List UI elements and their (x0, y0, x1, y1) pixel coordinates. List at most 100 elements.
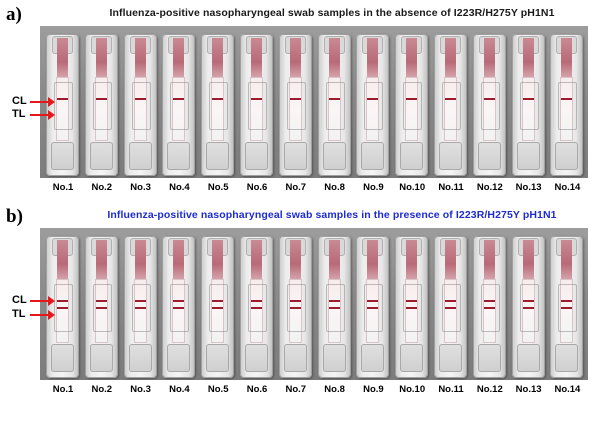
result-window (131, 284, 151, 332)
test-cassette (550, 236, 584, 378)
sample-label: No.7 (285, 182, 307, 193)
result-window (442, 82, 461, 130)
control-line-arrow-icon (30, 296, 55, 306)
sample-label: No.13 (515, 384, 542, 395)
buffer-well (283, 142, 307, 170)
test-cassette (201, 236, 235, 378)
membrane-strip (483, 280, 495, 342)
membrane-strip (367, 78, 379, 140)
panel-title: Influenza-positive nasopharyngeal swab s… (107, 209, 557, 221)
control-line (406, 98, 418, 100)
membrane-strip (134, 78, 146, 140)
control-line (289, 300, 301, 302)
conjugate-pad (57, 38, 68, 78)
test-line (173, 307, 185, 309)
result-window (519, 284, 539, 332)
panel-a: a) Influenza-positive nasopharyngeal swa… (0, 0, 600, 200)
result-window (325, 82, 345, 130)
test-line (561, 307, 573, 309)
test-cassette (201, 34, 235, 176)
test-cassette (123, 236, 157, 378)
buffer-well (400, 142, 424, 170)
result-window (325, 284, 345, 332)
control-line (95, 300, 107, 302)
control-line-arrow-icon (30, 97, 55, 107)
conjugate-pad (483, 240, 495, 280)
buffer-well (245, 142, 268, 170)
sample-label: No.13 (515, 182, 542, 193)
test-cassette (511, 236, 545, 378)
sample-label: No.9 (363, 384, 384, 395)
test-cassette (472, 236, 506, 378)
buffer-well (361, 142, 385, 170)
sample-label: No.2 (91, 384, 113, 395)
control-line-label: CL (12, 95, 27, 107)
test-cassette (317, 236, 351, 378)
test-cassette (278, 34, 312, 176)
test-strip-photo (40, 228, 588, 380)
test-cassette (46, 236, 79, 378)
control-line (251, 300, 262, 302)
test-line-arrow-icon (30, 110, 55, 120)
result-window (364, 82, 384, 130)
buffer-well (167, 344, 191, 372)
control-line (289, 98, 301, 100)
control-line (561, 98, 573, 100)
control-line (483, 300, 495, 302)
conjugate-pad (483, 38, 495, 78)
sample-label: No.7 (285, 384, 307, 395)
conjugate-pad (445, 38, 456, 78)
result-window (209, 284, 229, 332)
result-window (442, 284, 461, 332)
buffer-well (128, 142, 152, 170)
result-window (558, 82, 578, 130)
sample-label: No.5 (207, 384, 229, 395)
membrane-strip (173, 78, 185, 140)
membrane-strip (251, 280, 262, 342)
conjugate-pad (406, 38, 418, 78)
result-window (92, 284, 112, 332)
buffer-well (555, 142, 579, 170)
sample-label: No.12 (476, 384, 503, 395)
panel-letter: a) (6, 4, 22, 25)
sample-label: No.4 (169, 384, 190, 395)
test-line-label: TL (12, 308, 26, 320)
test-cassette (317, 34, 351, 176)
conjugate-pad (561, 38, 573, 78)
panel-title: Influenza-positive nasopharyngeal swab s… (109, 7, 555, 19)
result-window (403, 82, 423, 130)
sample-label: No.8 (324, 384, 345, 395)
test-cassette (356, 34, 390, 176)
membrane-strip (251, 78, 262, 140)
result-window (558, 284, 578, 332)
buffer-well (400, 344, 424, 372)
buffer-well (206, 344, 230, 372)
sample-label: No.10 (399, 182, 426, 193)
membrane-strip (134, 280, 146, 342)
test-cassette (240, 34, 273, 176)
buffer-well (322, 142, 346, 170)
control-line (95, 98, 107, 100)
test-line (328, 307, 340, 309)
conjugate-pad (212, 38, 224, 78)
test-cassette (550, 34, 584, 176)
test-line (483, 307, 495, 309)
test-cassette (84, 34, 118, 176)
membrane-strip (445, 280, 456, 342)
buffer-well (439, 142, 462, 170)
conjugate-pad (367, 240, 379, 280)
test-cassette (434, 236, 467, 378)
conjugate-pad (251, 240, 262, 280)
panel-letter: b) (6, 206, 23, 227)
test-line (57, 307, 68, 309)
sample-label: No.6 (246, 384, 268, 395)
membrane-strip (522, 78, 534, 140)
buffer-well (516, 344, 540, 372)
buffer-well (89, 344, 113, 372)
sample-label: No.2 (91, 182, 113, 193)
membrane-strip (173, 280, 185, 342)
test-line (406, 307, 418, 309)
buffer-well (283, 344, 307, 372)
sample-label: No.8 (324, 182, 345, 193)
buffer-well (51, 142, 74, 170)
